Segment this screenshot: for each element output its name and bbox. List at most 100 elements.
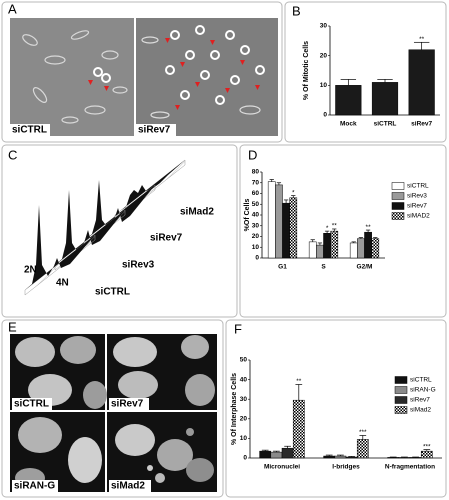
error-bar [283, 199, 289, 204]
legend-label: siRev3 [407, 193, 427, 200]
error-bar [337, 454, 344, 457]
image-label: siCTRL [12, 125, 47, 136]
error-bar [269, 179, 274, 182]
image-label: siCTRL [14, 399, 49, 410]
bar [330, 230, 339, 259]
bar [335, 85, 362, 116]
error-bar [351, 241, 356, 243]
bar [289, 197, 298, 259]
micrograph [10, 18, 134, 136]
error-bar [359, 435, 367, 440]
y-axis-title: % Of Mitotic Cells [303, 41, 310, 100]
image-label: siRev7 [111, 399, 144, 410]
error-bar [317, 242, 323, 246]
significance-label: ** [419, 36, 425, 43]
bar [356, 439, 369, 459]
panel-letter: E [8, 319, 17, 334]
y-tick-label: 20 [252, 233, 260, 240]
y-axis-title: %Of Cells [244, 199, 251, 232]
legend-label: siCTRL [410, 377, 432, 384]
error-bar [332, 228, 337, 232]
panel-letter: B [292, 3, 301, 18]
bar [323, 233, 331, 259]
error-bar [340, 79, 357, 86]
histogram-overlay [24, 159, 186, 296]
legend-swatch [391, 202, 405, 210]
error-bar [423, 449, 431, 452]
error-bar [365, 229, 371, 233]
y-tick-label: 80 [252, 169, 260, 176]
bar [267, 181, 276, 259]
panel-frame [1, 1, 283, 143]
error-bar [324, 230, 330, 234]
error-bar [273, 450, 280, 453]
error-bar [377, 79, 393, 83]
significance-label: ** [366, 224, 372, 231]
micrograph [136, 18, 278, 136]
bar [371, 82, 399, 116]
x-tick-label: I-bridges [332, 464, 360, 471]
micrograph [107, 412, 217, 492]
y-tick-label: 40 [240, 376, 248, 383]
micrograph [107, 334, 217, 410]
y-tick-label: 0 [243, 455, 247, 462]
series-label: siCTRL [95, 287, 130, 298]
series-label: siRev7 [150, 233, 183, 244]
bar [349, 242, 358, 259]
legend-swatch [391, 192, 405, 200]
panel-letter: F [234, 321, 242, 336]
series-label: siMad2 [180, 207, 214, 218]
error-bar [284, 445, 291, 449]
bar [281, 447, 294, 459]
bar [398, 457, 411, 459]
y-tick-label: 20 [240, 416, 248, 423]
y-tick-label: 30 [240, 396, 248, 403]
error-bar [348, 456, 355, 458]
micrograph [10, 412, 105, 492]
peak-label: 4N [56, 278, 69, 289]
error-bar [261, 449, 269, 452]
bar [408, 49, 435, 116]
bar [334, 455, 347, 459]
x-tick-label: siCTRL [374, 121, 397, 128]
legend-label: siMAD2 [407, 213, 430, 220]
peak-label: 2N [24, 265, 37, 276]
micrograph [10, 334, 107, 410]
legend-label: siRev7 [410, 397, 430, 404]
bar [409, 457, 422, 459]
panel-frame [1, 144, 238, 318]
y-tick-label: 50 [252, 201, 260, 208]
legend-swatch [394, 406, 408, 414]
bar [345, 456, 358, 459]
bar [387, 457, 400, 459]
error-bar [373, 237, 378, 239]
bar [364, 231, 372, 259]
panel-frame [284, 1, 447, 143]
legend-swatch [394, 396, 408, 404]
x-tick-label: N-fragmentation [385, 464, 435, 471]
significance-label: * [292, 189, 295, 196]
series-label: siRev3 [122, 260, 155, 271]
bar [282, 202, 290, 259]
y-tick-label: 10 [252, 244, 260, 251]
panel-frame [225, 319, 447, 498]
significance-label: * [326, 225, 329, 232]
y-axis-title: % Of Interphase Cells [231, 373, 238, 445]
x-tick-label: G2/M [357, 264, 373, 271]
error-bar [295, 384, 303, 401]
significance-label: ** [296, 378, 302, 385]
y-tick-label: 0 [323, 112, 327, 119]
y-tick-label: 60 [252, 190, 260, 197]
legend-label: siRev7 [407, 203, 427, 210]
panel-letter: D [248, 147, 257, 162]
image-label: siMad2 [111, 481, 145, 492]
panel-letter: C [8, 147, 17, 162]
error-bar [291, 195, 296, 198]
image-label: siRev7 [138, 125, 171, 136]
y-tick-label: 10 [240, 435, 248, 442]
y-tick-label: 30 [252, 222, 260, 229]
x-tick-label: Mock [340, 121, 357, 128]
legend-label: siCTRL [407, 183, 429, 190]
bar [357, 238, 365, 259]
